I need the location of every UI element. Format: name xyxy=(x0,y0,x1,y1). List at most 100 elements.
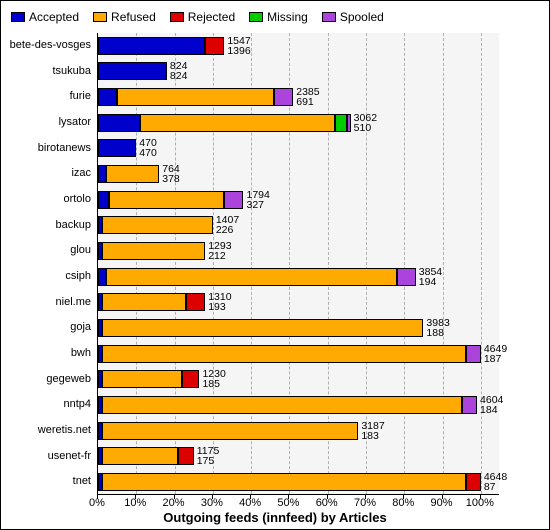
y-tick-label: glou xyxy=(3,238,91,264)
y-tick-label: tsukuba xyxy=(3,59,91,85)
legend-label: Refused xyxy=(111,10,156,24)
bar-row: 1407226 xyxy=(98,213,499,239)
bar-row: 3062510 xyxy=(98,110,499,136)
value-label-offered: 378 xyxy=(162,174,180,184)
bar-segment-rejected xyxy=(178,447,193,465)
y-tick-label: ortolo xyxy=(3,187,91,213)
value-label-offered: 183 xyxy=(361,431,379,441)
y-tick-label: bwh xyxy=(3,341,91,367)
bar-row: 4604184 xyxy=(98,392,499,418)
value-label-offered: 187 xyxy=(484,354,502,364)
value-label-offered: 510 xyxy=(354,123,372,133)
bar-row: 1794327 xyxy=(98,187,499,213)
y-tick-label: usenet-fr xyxy=(3,444,91,470)
value-label-offered: 175 xyxy=(197,456,215,466)
legend-item: Refused xyxy=(93,10,156,24)
bar-segment-accepted xyxy=(98,268,106,286)
x-tick xyxy=(480,495,481,499)
bar-row: 824824 xyxy=(98,59,499,85)
bar-row: 3854194 xyxy=(98,264,499,290)
bar-segment-spooled xyxy=(347,114,351,132)
bar-segment-refused xyxy=(140,114,335,132)
x-tick xyxy=(288,495,289,499)
bar-segment-accepted xyxy=(98,114,140,132)
y-tick-label: weretis.net xyxy=(3,418,91,444)
x-tick xyxy=(365,495,366,499)
bar-segment-accepted xyxy=(98,165,106,183)
legend-label: Accepted xyxy=(29,10,79,24)
bar-segment-refused xyxy=(102,396,462,414)
y-tick-label: furie xyxy=(3,84,91,110)
y-tick-label: izac xyxy=(3,161,91,187)
legend-item: Missing xyxy=(249,10,308,24)
y-tick-label: tnet xyxy=(3,469,91,495)
y-tick-label: backup xyxy=(3,213,91,239)
plot-area: 1547139682482423856913062510470470764378… xyxy=(97,33,499,495)
bar-row: 3983188 xyxy=(98,315,499,341)
x-tick xyxy=(135,495,136,499)
y-tick-label: niel.me xyxy=(3,290,91,316)
bar-segment-accepted xyxy=(98,191,109,209)
bar-row: 1293212 xyxy=(98,238,499,264)
legend-swatch xyxy=(11,12,25,22)
bar-segment-rejected xyxy=(186,293,205,311)
x-tick xyxy=(442,495,443,499)
bar-segment-refused xyxy=(102,293,186,311)
x-tick xyxy=(174,495,175,499)
chart-container: Accepted Refused Rejected Missing Spooled 15… xyxy=(0,0,550,530)
value-label-offered: 691 xyxy=(296,97,314,107)
legend: Accepted Refused Rejected Missing Spooled xyxy=(11,7,539,27)
bar-segment-refused xyxy=(109,191,224,209)
x-tick xyxy=(97,495,98,499)
y-tick-label: birotanews xyxy=(3,136,91,162)
x-tick xyxy=(403,495,404,499)
legend-swatch xyxy=(322,12,336,22)
y-tick-label: goja xyxy=(3,315,91,341)
value-label-offered: 188 xyxy=(426,328,444,338)
legend-swatch xyxy=(170,12,184,22)
bar-segment-accepted xyxy=(98,62,167,80)
bar-segment-spooled xyxy=(274,88,293,106)
bar-segment-refused xyxy=(102,216,213,234)
bar-row: 470470 xyxy=(98,136,499,162)
bar-row: 1175175 xyxy=(98,444,499,470)
legend-label: Rejected xyxy=(188,10,235,24)
bar-segment-accepted xyxy=(98,37,205,55)
legend-swatch xyxy=(93,12,107,22)
legend-label: Missing xyxy=(267,10,308,24)
value-label-offered: 226 xyxy=(216,225,234,235)
bar-row: 1230185 xyxy=(98,367,499,393)
y-tick-label: csiph xyxy=(3,264,91,290)
bar-row: 2385691 xyxy=(98,84,499,110)
legend-swatch xyxy=(249,12,263,22)
bar-segment-refused xyxy=(102,370,182,388)
value-label-offered: 212 xyxy=(208,251,226,261)
legend-item: Rejected xyxy=(170,10,235,24)
y-tick-label: gegeweb xyxy=(3,367,91,393)
bar-segment-rejected xyxy=(205,37,224,55)
bar-row: 1310193 xyxy=(98,290,499,316)
x-axis-title: Outgoing feeds (innfeed) by Articles xyxy=(1,510,549,525)
bar-segment-refused xyxy=(102,242,205,260)
value-label-offered: 470 xyxy=(139,148,157,158)
value-label-offered: 87 xyxy=(484,482,496,492)
bar-segment-refused xyxy=(102,319,424,337)
legend-item: Accepted xyxy=(11,10,79,24)
value-label-offered: 193 xyxy=(208,302,226,312)
x-tick xyxy=(250,495,251,499)
bar-segment-refused xyxy=(106,165,160,183)
bar-row: 15471396 xyxy=(98,33,499,59)
bar-segment-missing xyxy=(335,114,346,132)
bar-segment-spooled xyxy=(224,191,243,209)
bar-segment-refused xyxy=(102,447,179,465)
bar-segment-accepted xyxy=(98,139,136,157)
bar-segment-refused xyxy=(117,88,274,106)
bar-segment-refused xyxy=(102,345,466,363)
value-label-offered: 184 xyxy=(480,405,498,415)
y-tick-label: bete-des-vosges xyxy=(3,33,91,59)
value-label-offered: 327 xyxy=(246,200,264,210)
value-label-offered: 194 xyxy=(419,277,437,287)
bar-segment-refused xyxy=(102,473,466,491)
legend-item: Spooled xyxy=(322,10,384,24)
y-tick-label: lysator xyxy=(3,110,91,136)
